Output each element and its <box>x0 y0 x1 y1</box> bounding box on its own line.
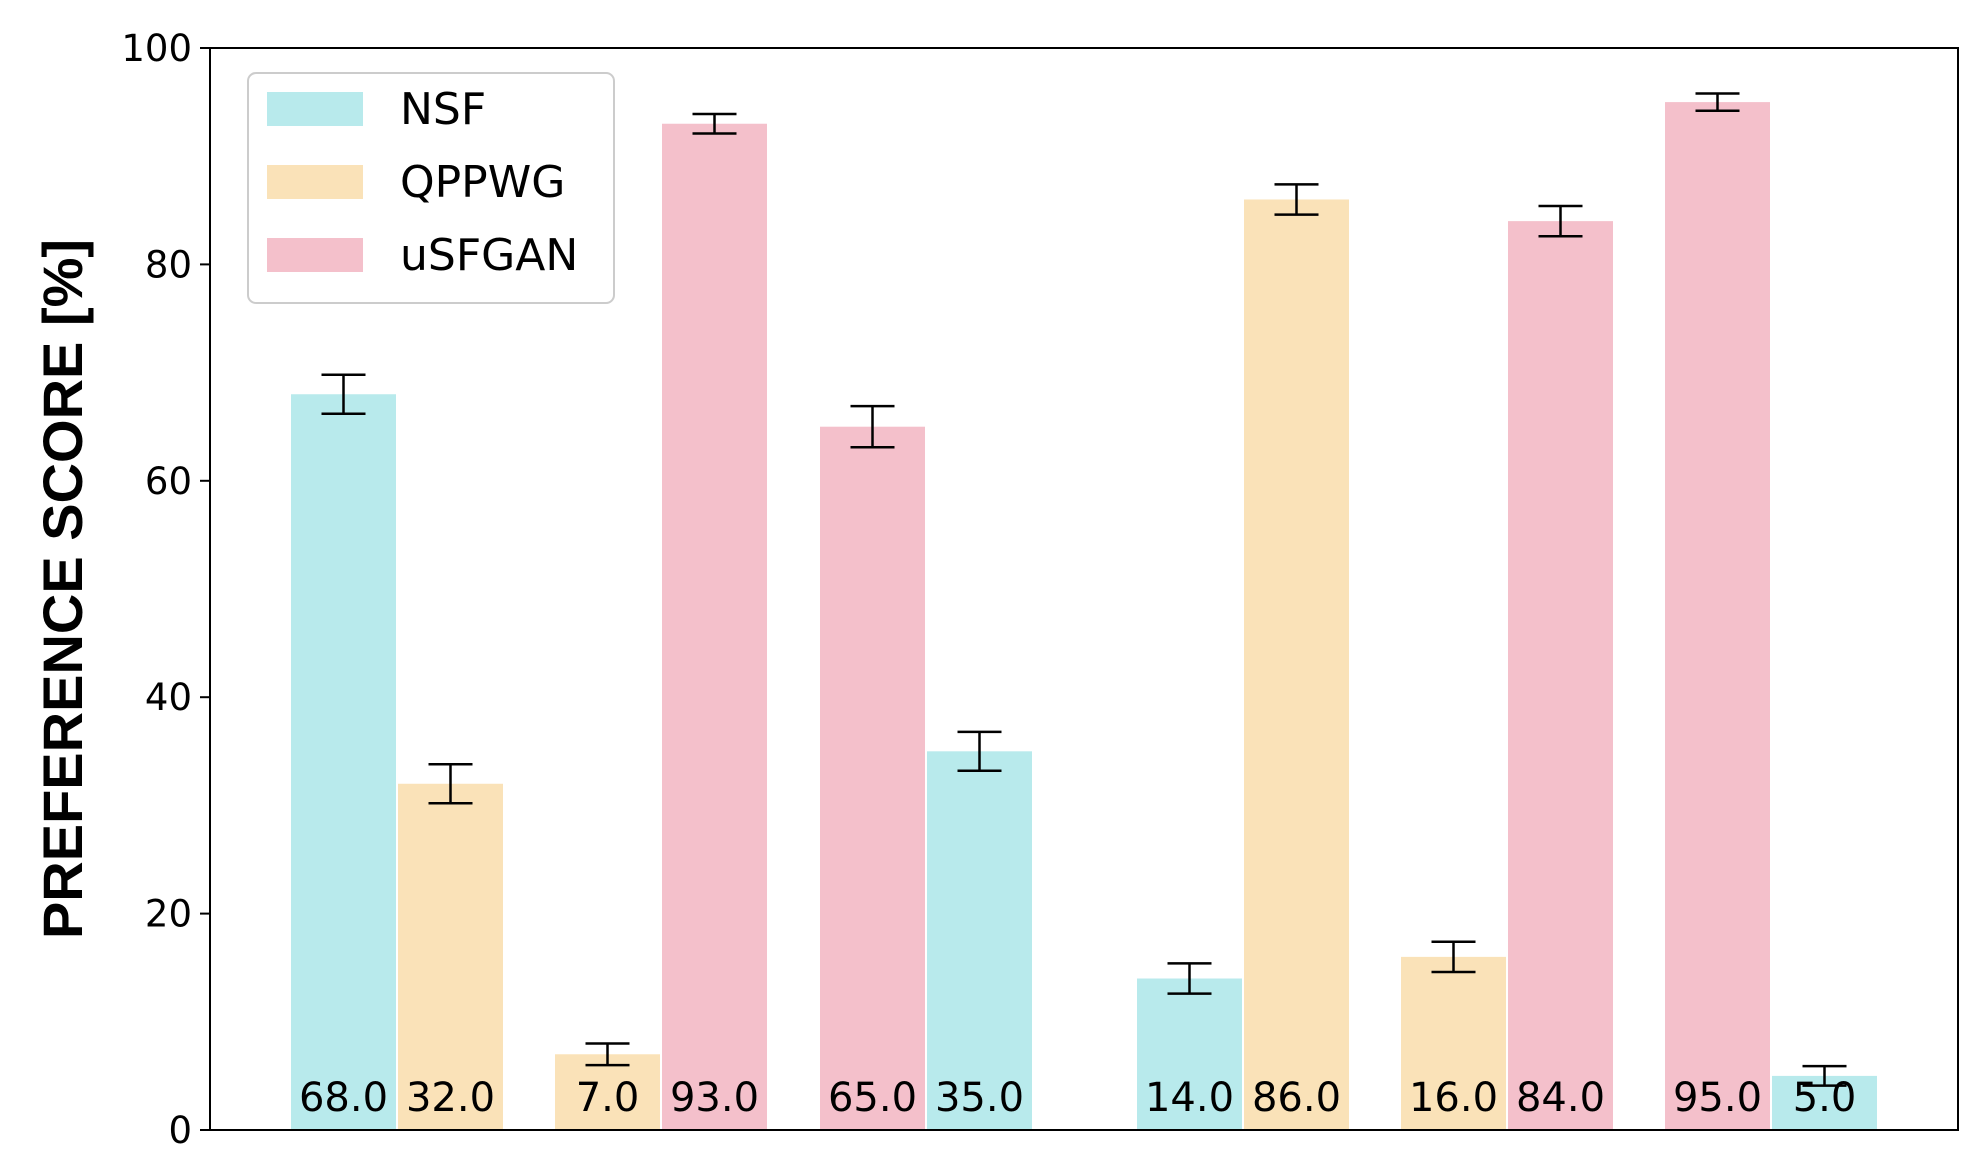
bar-usfgan <box>1508 221 1613 1130</box>
bars-layer <box>291 102 1877 1131</box>
bar-usfgan <box>662 123 767 1131</box>
error-bar <box>428 763 473 805</box>
error-bar <box>957 730 1002 773</box>
bar-value-label: 68.0 <box>299 1075 388 1121</box>
bar-value-label: 32.0 <box>406 1075 495 1121</box>
bar-value-label: 84.0 <box>1516 1075 1605 1121</box>
error-bar <box>1695 92 1740 113</box>
y-tick-label: 0 <box>168 1109 192 1152</box>
bar-usfgan <box>820 426 925 1130</box>
legend-swatch <box>267 165 363 199</box>
y-tick-label: 80 <box>145 243 192 286</box>
legend-label: QPPWG <box>400 157 565 208</box>
bar-value-label: 86.0 <box>1252 1075 1341 1121</box>
y-tick-label: 60 <box>145 460 192 503</box>
legend-swatch <box>267 92 363 126</box>
bar-usfgan <box>1665 102 1770 1131</box>
bar-value-label: 65.0 <box>828 1075 917 1121</box>
bar-value-label: 16.0 <box>1409 1075 1498 1121</box>
legend: NSF QPPWG uSFGAN <box>247 72 615 304</box>
bar-value-label: 5.0 <box>1793 1075 1857 1121</box>
error-bar <box>1802 1064 1847 1087</box>
error-bar <box>1431 940 1476 974</box>
error-bar <box>692 112 737 135</box>
error-bars-layer <box>321 92 1847 1087</box>
bar-value-label: 95.0 <box>1673 1075 1762 1121</box>
legend-item-qppwg: QPPWG <box>267 157 565 208</box>
y-axis-label: PREFERENCE SCORE [%] <box>31 239 94 939</box>
error-bar <box>1538 204 1583 238</box>
legend-item-usfgan: uSFGAN <box>267 230 578 281</box>
bar-value-label: 93.0 <box>670 1075 759 1121</box>
error-bar <box>1274 183 1319 216</box>
legend-label: uSFGAN <box>400 230 578 281</box>
bar-value-labels: 68.0 32.0 7.0 93.0 65.0 35.0 14.0 86.0 16.0 84.0 9… <box>299 1075 1856 1121</box>
bar-value-label: 35.0 <box>935 1075 1024 1121</box>
legend-item-nsf: NSF <box>267 84 486 135</box>
bar-nsf <box>291 394 396 1130</box>
error-bar <box>850 404 895 449</box>
bar-qppwg <box>555 1054 660 1130</box>
plot-frame <box>209 47 1959 1131</box>
legend-swatch <box>267 238 363 272</box>
y-axis: 0 20 40 60 80 100 <box>121 27 210 1152</box>
y-tick-label: 20 <box>145 893 192 936</box>
y-tick-label: 100 <box>121 27 192 70</box>
legend-label: NSF <box>400 84 486 135</box>
bar-nsf <box>927 751 1032 1130</box>
y-tick-label: 40 <box>145 676 192 719</box>
bar-nsf <box>1137 978 1242 1130</box>
error-bar <box>321 373 366 415</box>
bar-qppwg <box>1244 199 1349 1131</box>
error-bar <box>1167 962 1212 995</box>
error-bar <box>585 1042 630 1067</box>
bar-value-label: 7.0 <box>576 1075 640 1121</box>
bar-value-label: 14.0 <box>1145 1075 1234 1121</box>
bar-qppwg <box>398 783 503 1130</box>
bar-qppwg <box>1401 956 1506 1130</box>
